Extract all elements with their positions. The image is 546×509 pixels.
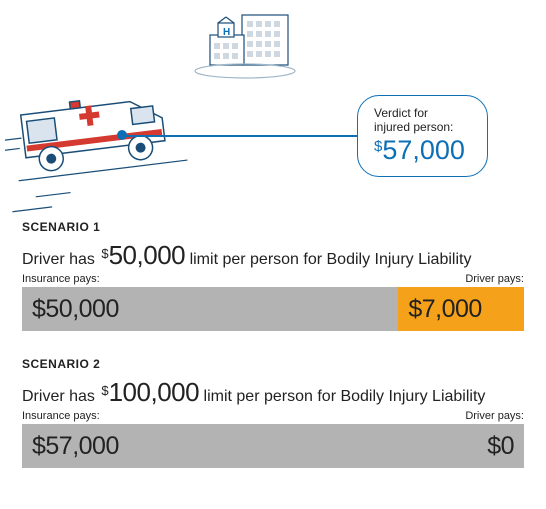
driver-segment: $7,000	[398, 287, 524, 331]
payment-bar: $50,000 $7,000	[22, 287, 524, 331]
insurance-pays-label: Insurance pays:	[22, 273, 100, 285]
verdict-label-1: Verdict for	[374, 106, 465, 120]
scenario-label: SCENARIO 1	[22, 220, 524, 234]
verdict-label-2: injured person:	[374, 120, 465, 134]
scenario-2: SCENARIO 2 Driver has $100,000 limit per…	[22, 357, 524, 468]
scenario-label: SCENARIO 2	[22, 357, 524, 371]
driver-segment: $0	[456, 424, 524, 468]
bar-labels: Insurance pays: Driver pays:	[22, 273, 524, 285]
ambulance-icon	[5, 70, 205, 220]
insurance-segment: $57,000	[22, 424, 456, 468]
driver-pays-label: Driver pays:	[465, 273, 524, 285]
svg-text:H: H	[223, 27, 230, 38]
bar-labels: Insurance pays: Driver pays:	[22, 410, 524, 422]
insurance-pays-label: Insurance pays:	[22, 410, 100, 422]
connector-dot	[117, 130, 127, 140]
scenario-headline: Driver has $50,000 limit per person for …	[22, 240, 524, 271]
driver-pays-label: Driver pays:	[465, 410, 524, 422]
hospital-icon: H	[190, 5, 310, 85]
illustration-scene: H	[0, 0, 546, 220]
scenario-1: SCENARIO 1 Driver has $50,000 limit per …	[22, 220, 524, 331]
verdict-callout: Verdict for injured person: $57,000	[357, 95, 488, 177]
connector-line	[122, 135, 358, 137]
scenario-headline: Driver has $100,000 limit per person for…	[22, 377, 524, 408]
payment-bar: $57,000 $0	[22, 424, 524, 468]
verdict-amount: $57,000	[374, 135, 465, 166]
insurance-segment: $50,000	[22, 287, 398, 331]
